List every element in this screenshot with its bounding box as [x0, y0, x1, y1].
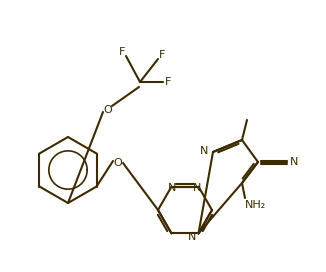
Text: N: N: [193, 183, 202, 193]
Text: F: F: [119, 47, 125, 57]
Text: F: F: [159, 50, 165, 60]
Text: N: N: [188, 232, 197, 242]
Text: N: N: [168, 183, 177, 193]
Text: O: O: [104, 105, 112, 115]
Text: F: F: [165, 77, 171, 87]
Text: NH₂: NH₂: [244, 200, 266, 210]
Text: O: O: [114, 158, 122, 168]
Text: N: N: [200, 146, 208, 156]
Text: N: N: [290, 157, 298, 167]
